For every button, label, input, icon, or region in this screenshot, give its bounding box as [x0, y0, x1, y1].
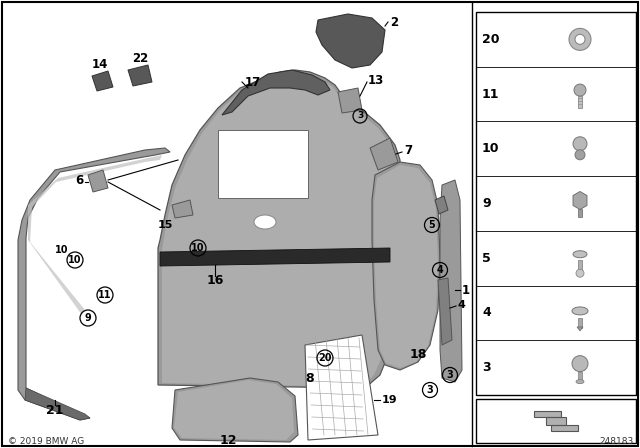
Text: 17: 17: [245, 76, 261, 89]
Circle shape: [572, 356, 588, 372]
Polygon shape: [88, 170, 108, 192]
Circle shape: [575, 34, 585, 44]
Text: 11: 11: [99, 290, 112, 300]
Text: 10: 10: [482, 142, 499, 155]
Text: 16: 16: [206, 273, 224, 287]
Text: 8: 8: [306, 371, 314, 384]
Text: 11: 11: [482, 87, 499, 100]
Polygon shape: [128, 65, 152, 86]
Text: 248183: 248183: [600, 438, 634, 447]
Polygon shape: [316, 14, 385, 68]
Text: 19: 19: [382, 395, 397, 405]
Text: 4: 4: [436, 265, 444, 275]
Bar: [578, 318, 582, 328]
Polygon shape: [28, 155, 162, 315]
Bar: [578, 96, 582, 108]
Bar: [578, 372, 582, 382]
Text: 14: 14: [92, 59, 108, 72]
Polygon shape: [374, 165, 438, 368]
Polygon shape: [25, 388, 90, 420]
Polygon shape: [172, 200, 193, 218]
Bar: [476, 399, 636, 443]
Circle shape: [576, 269, 584, 277]
Text: 2: 2: [390, 16, 398, 29]
Ellipse shape: [572, 307, 588, 315]
Ellipse shape: [573, 251, 587, 258]
Bar: [476, 12, 636, 395]
Circle shape: [575, 150, 585, 160]
Text: 4: 4: [482, 306, 491, 319]
Bar: [578, 210, 582, 217]
Circle shape: [574, 84, 586, 96]
Bar: [218, 130, 308, 198]
Text: 5: 5: [429, 220, 435, 230]
Polygon shape: [172, 378, 298, 442]
Text: 6: 6: [75, 173, 83, 186]
Text: 9: 9: [482, 197, 491, 210]
Text: 12: 12: [220, 434, 237, 447]
Polygon shape: [174, 380, 294, 440]
Text: 15: 15: [157, 220, 173, 230]
Text: 10: 10: [191, 243, 205, 253]
Polygon shape: [162, 74, 397, 387]
Polygon shape: [370, 138, 398, 170]
Text: 5: 5: [482, 252, 491, 265]
Text: © 2019 BMW AG: © 2019 BMW AG: [8, 438, 84, 447]
Polygon shape: [438, 278, 452, 345]
Polygon shape: [92, 71, 113, 91]
Polygon shape: [573, 191, 587, 210]
Polygon shape: [577, 327, 583, 331]
Ellipse shape: [254, 215, 276, 229]
Polygon shape: [160, 248, 390, 266]
Polygon shape: [338, 88, 362, 113]
Polygon shape: [440, 180, 462, 382]
Polygon shape: [372, 162, 440, 370]
Polygon shape: [305, 335, 378, 440]
Text: 9: 9: [84, 313, 92, 323]
Polygon shape: [222, 70, 330, 115]
Text: 3: 3: [357, 112, 363, 121]
Text: 20: 20: [318, 353, 332, 363]
Text: 7: 7: [404, 143, 412, 156]
Circle shape: [573, 137, 587, 151]
Text: 1: 1: [462, 284, 470, 297]
Text: 10: 10: [68, 255, 82, 265]
Text: 4: 4: [458, 300, 466, 310]
Text: 13: 13: [368, 73, 384, 86]
Text: 21: 21: [46, 404, 64, 417]
Bar: [578, 260, 582, 273]
Polygon shape: [158, 70, 400, 388]
Text: 10: 10: [55, 245, 68, 255]
Polygon shape: [18, 148, 170, 420]
Text: 22: 22: [132, 52, 148, 65]
Text: 3: 3: [427, 385, 433, 395]
Text: 18: 18: [410, 349, 427, 362]
Text: 20: 20: [482, 33, 499, 46]
Text: 3: 3: [447, 370, 453, 380]
Ellipse shape: [576, 379, 584, 383]
Polygon shape: [534, 411, 578, 431]
Circle shape: [569, 28, 591, 50]
Text: 3: 3: [482, 361, 491, 374]
Polygon shape: [435, 196, 448, 214]
